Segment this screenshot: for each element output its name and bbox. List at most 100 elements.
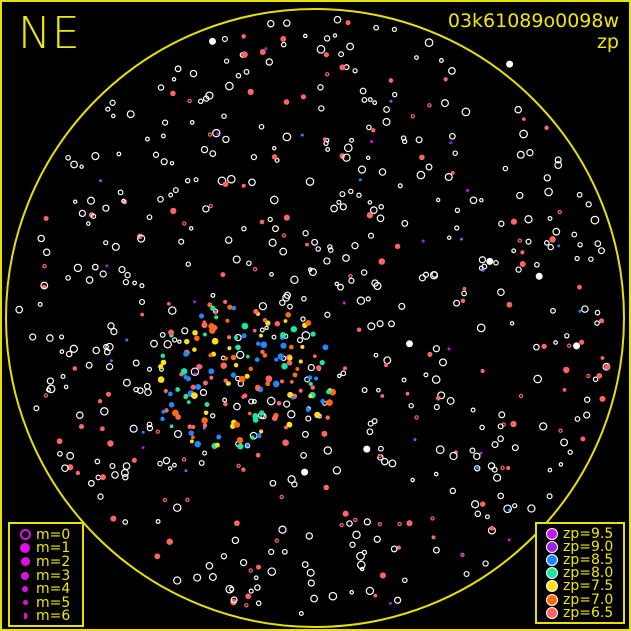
star-marker bbox=[59, 349, 65, 354]
star-marker bbox=[259, 219, 265, 225]
star-marker bbox=[363, 445, 371, 453]
star-marker bbox=[92, 346, 100, 355]
star-marker bbox=[363, 518, 371, 526]
star-marker bbox=[171, 462, 177, 468]
star-marker bbox=[427, 103, 432, 108]
star-marker bbox=[332, 466, 342, 475]
star-marker bbox=[544, 187, 553, 197]
star-marker bbox=[195, 383, 202, 390]
star-marker bbox=[427, 351, 433, 357]
star-marker bbox=[592, 376, 599, 383]
star-marker bbox=[168, 401, 175, 408]
star-marker bbox=[100, 474, 106, 481]
star-marker bbox=[521, 117, 526, 121]
star-marker bbox=[307, 579, 315, 587]
star-marker bbox=[255, 386, 260, 391]
magnitude-symbol-icon bbox=[14, 586, 36, 593]
star-marker bbox=[170, 207, 177, 215]
star-marker bbox=[446, 396, 455, 405]
star-marker bbox=[269, 195, 279, 205]
star-marker bbox=[248, 366, 254, 372]
star-marker bbox=[267, 216, 273, 223]
star-marker bbox=[132, 280, 138, 286]
star-marker bbox=[264, 47, 268, 51]
star-marker bbox=[552, 227, 561, 236]
star-marker bbox=[346, 520, 353, 527]
star-marker bbox=[283, 319, 288, 323]
star-marker bbox=[209, 150, 217, 157]
star-marker bbox=[360, 269, 368, 276]
star-marker bbox=[209, 375, 214, 380]
star-marker bbox=[325, 415, 330, 420]
star-marker bbox=[222, 181, 229, 187]
star-marker bbox=[369, 206, 378, 214]
star-marker bbox=[29, 333, 37, 341]
star-marker bbox=[546, 493, 553, 500]
star-marker bbox=[122, 278, 130, 286]
star-marker bbox=[315, 246, 321, 252]
star-marker bbox=[189, 439, 194, 444]
star-marker bbox=[301, 295, 307, 302]
star-marker bbox=[247, 88, 254, 96]
star-marker bbox=[423, 372, 429, 378]
star-marker bbox=[541, 343, 547, 350]
star-marker bbox=[441, 99, 449, 108]
star-marker bbox=[72, 199, 78, 204]
star-marker bbox=[305, 415, 312, 422]
star-marker bbox=[421, 239, 425, 243]
star-marker bbox=[43, 393, 49, 398]
star-marker bbox=[199, 388, 208, 397]
star-marker bbox=[476, 323, 486, 333]
star-marker bbox=[122, 473, 129, 481]
star-marker bbox=[414, 415, 419, 420]
star-marker bbox=[256, 564, 261, 570]
star-marker bbox=[342, 510, 349, 517]
star-marker bbox=[223, 299, 228, 304]
star-marker bbox=[167, 391, 173, 397]
star-marker bbox=[86, 221, 91, 226]
star-marker bbox=[146, 366, 153, 372]
star-marker bbox=[557, 244, 561, 248]
star-marker bbox=[59, 334, 65, 340]
star-marker bbox=[534, 261, 540, 268]
star-marker bbox=[460, 553, 464, 557]
star-marker bbox=[103, 240, 109, 246]
star-marker bbox=[408, 402, 414, 409]
star-marker bbox=[539, 422, 548, 431]
star-marker bbox=[194, 440, 201, 448]
star-marker bbox=[333, 15, 342, 24]
star-marker bbox=[230, 372, 236, 378]
star-marker bbox=[437, 391, 446, 400]
star-marker bbox=[371, 418, 378, 425]
zp-label: zp=7.5 bbox=[563, 578, 614, 595]
star-marker bbox=[322, 137, 327, 142]
star-marker bbox=[260, 349, 265, 355]
star-marker bbox=[157, 84, 165, 91]
star-marker bbox=[164, 408, 169, 413]
star-marker bbox=[365, 296, 371, 302]
star-marker bbox=[262, 353, 268, 358]
star-marker bbox=[301, 468, 309, 476]
star-marker bbox=[310, 594, 319, 603]
star-marker bbox=[231, 536, 240, 545]
star-marker bbox=[143, 382, 151, 390]
star-marker bbox=[256, 433, 262, 439]
star-marker bbox=[377, 522, 382, 527]
zp-label: zp=8.0 bbox=[563, 565, 614, 582]
star-marker bbox=[280, 41, 287, 48]
star-marker bbox=[253, 308, 259, 315]
zp-legend-item: zp=8.0 bbox=[541, 565, 623, 582]
star-marker bbox=[91, 152, 100, 161]
star-marker bbox=[268, 238, 277, 247]
image-id-label: 03k61089o0098w bbox=[447, 10, 619, 32]
star-marker bbox=[162, 119, 169, 126]
star-marker bbox=[396, 545, 402, 550]
star-marker bbox=[253, 575, 259, 581]
star-marker bbox=[446, 235, 452, 240]
star-marker bbox=[367, 200, 373, 205]
star-marker bbox=[498, 220, 505, 227]
star-marker bbox=[339, 191, 346, 198]
star-marker bbox=[388, 320, 395, 328]
star-marker bbox=[353, 517, 358, 523]
star-marker bbox=[547, 467, 553, 473]
